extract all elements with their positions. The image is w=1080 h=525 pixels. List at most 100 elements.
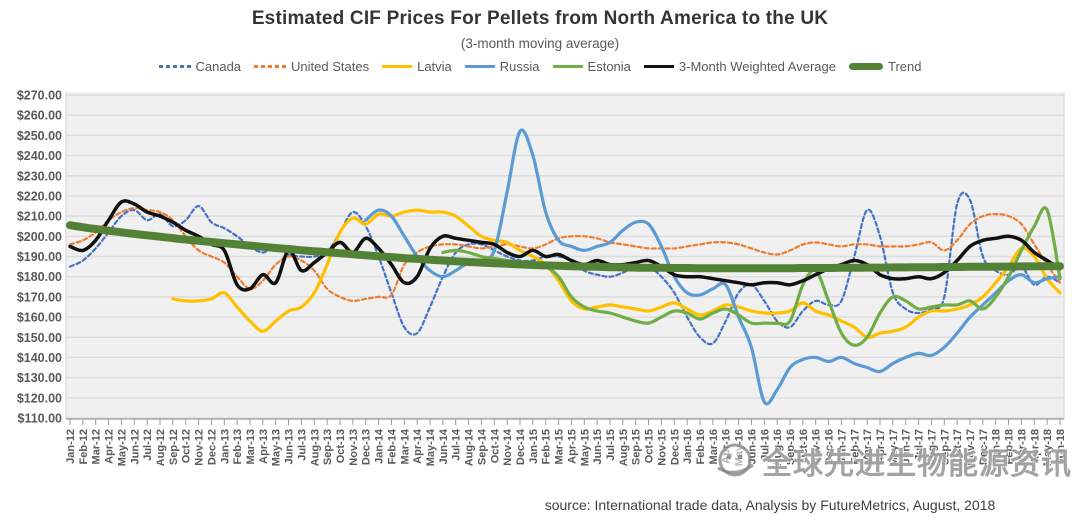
legend-label-3-month-weighted-average: 3-Month Weighted Average — [678, 59, 836, 74]
x-axis-label: May-13 — [271, 429, 283, 466]
x-axis-label: Feb-12 — [78, 429, 90, 464]
x-axis-label: May-12 — [116, 429, 128, 466]
x-axis-label: Jun-17 — [901, 429, 913, 464]
x-axis-label: Dec-15 — [669, 429, 681, 465]
x-axis-label: Feb-16 — [695, 429, 707, 464]
legend-swatch-canada — [158, 65, 191, 68]
x-axis-label: Nov-13 — [348, 429, 360, 466]
x-axis-label: Jul-13 — [296, 429, 308, 461]
y-axis-label: $110.00 — [18, 412, 63, 426]
x-axis-label: Aug-14 — [464, 428, 476, 466]
x-axis-label: Dec-17 — [978, 429, 990, 465]
x-axis-label: Mar-12 — [91, 429, 103, 464]
y-axis-label: $180.00 — [17, 270, 62, 284]
x-axis-label: Mar-16 — [708, 429, 720, 464]
x-axis-label: Mar-17 — [862, 429, 874, 464]
x-axis-label: Feb-18 — [1004, 429, 1016, 464]
x-axis-label: Jan-15 — [528, 429, 540, 464]
y-axis-label: $140.00 — [17, 351, 62, 365]
legend-item-canada: Canada — [158, 59, 242, 74]
y-axis-label: $120.00 — [17, 391, 62, 405]
x-axis-label: May-14 — [425, 428, 437, 466]
x-axis-label: Dec-14 — [515, 428, 527, 465]
legend-item-united-states: United States — [254, 59, 369, 74]
series-line-trend — [66, 221, 1064, 273]
series-line-3-month-weighted-average — [68, 199, 1062, 292]
x-axis-label: Jul-12 — [142, 429, 154, 461]
x-axis-label: Sep-13 — [322, 429, 334, 465]
legend-item-latvia: Latvia — [382, 59, 452, 74]
x-axis-label: Jul-17 — [914, 429, 926, 461]
x-axis-label: Mar-15 — [554, 429, 566, 464]
x-axis-label: Sep-12 — [168, 429, 180, 465]
source-note: source: International trade data, Analys… — [544, 497, 996, 513]
legend-item-trend: Trend — [849, 59, 921, 74]
x-axis-label: Jan-16 — [682, 429, 694, 464]
x-axis-label: Feb-17 — [849, 429, 861, 464]
legend-item-estonia: Estonia — [552, 59, 631, 74]
x-axis-label: Jun-18 — [1055, 429, 1067, 464]
series-line-latvia — [171, 208, 1062, 340]
x-axis-label: Mar-13 — [245, 429, 257, 464]
x-axis-label: Jan-14 — [374, 428, 386, 464]
x-axis-label: Jun-12 — [129, 429, 141, 464]
x-axis-label: Jan-18 — [991, 429, 1003, 464]
chart-subtitle: (3-month moving average) — [460, 36, 620, 51]
x-axis-label: Feb-13 — [232, 429, 244, 464]
x-axis-label: Aug-12 — [155, 429, 167, 466]
legend-item-3-month-weighted-average: 3-Month Weighted Average — [643, 59, 836, 74]
y-axis-label: $260.00 — [17, 109, 62, 123]
x-axis-label: Jan-13 — [219, 429, 231, 464]
x-axis-label: Jul-14 — [451, 428, 463, 461]
x-axis-label: Apr-13 — [258, 429, 270, 464]
x-axis-label: Oct-17 — [952, 429, 964, 463]
chart-legend: Canada United States Latvia Russia Estonia 3-… — [0, 59, 1080, 74]
x-axis-label: Mar-18 — [1016, 429, 1028, 464]
x-axis-label: Oct-15 — [644, 429, 656, 463]
x-axis-label: Oct-12 — [181, 429, 193, 463]
x-axis-label: Feb-14 — [386, 428, 398, 464]
y-axis-label: $210.00 — [17, 210, 62, 224]
x-axis-label: Jun-15 — [592, 429, 604, 464]
x-axis-label: Nov-16 — [811, 429, 823, 466]
series-line-united-states — [68, 206, 1062, 303]
legend-swatch-russia — [464, 64, 495, 69]
x-axis-label: Jun-14 — [438, 428, 450, 464]
x-axis-label: Jun-16 — [746, 429, 758, 464]
x-axis-label: Apr-18 — [1029, 429, 1041, 464]
y-axis-label: $220.00 — [17, 189, 62, 203]
x-axis-label: Oct-13 — [335, 429, 347, 463]
x-axis-label: Aug-15 — [618, 429, 630, 466]
legend-label-united-states: United States — [291, 59, 370, 74]
x-axis-label: May-16 — [734, 429, 746, 466]
x-axis-label: Feb-15 — [541, 429, 553, 464]
x-axis-label: Oct-16 — [798, 429, 810, 463]
x-axis-label: Jan-12 — [65, 429, 77, 464]
x-axis-label: Dec-12 — [206, 429, 218, 465]
x-axis-label: May-17 — [888, 429, 900, 466]
y-axis-label: $190.00 — [17, 250, 62, 264]
y-axis-label: $170.00 — [17, 290, 62, 304]
legend-label-estonia: Estonia — [587, 59, 631, 74]
legend-swatch-latvia — [382, 64, 413, 69]
legend-swatch-3-month-weighted-average — [643, 64, 674, 69]
x-axis-label: Apr-14 — [412, 428, 424, 464]
x-axis-label: May-15 — [579, 429, 591, 466]
y-axis-label: $130.00 — [17, 371, 62, 385]
x-axis-label: Apr-12 — [104, 429, 116, 464]
legend-item-russia: Russia — [464, 59, 540, 74]
x-axis-label: May-18 — [1042, 429, 1054, 466]
x-axis-label: Sep-16 — [785, 429, 797, 465]
legend-label-canada: Canada — [195, 59, 242, 74]
y-axis-label: $160.00 — [17, 311, 62, 325]
chart-title: Estimated CIF Prices For Pellets from No… — [251, 8, 829, 29]
x-axis-label: Nov-15 — [656, 429, 668, 466]
y-axis-label: $250.00 — [17, 129, 62, 143]
x-axis-label: Dec-16 — [824, 429, 836, 465]
y-axis-label: $270.00 — [17, 89, 62, 103]
x-axis-label: Nov-14 — [502, 428, 514, 466]
x-axis-label: Aug-13 — [309, 429, 321, 466]
legend-label-latvia: Latvia — [417, 59, 452, 74]
